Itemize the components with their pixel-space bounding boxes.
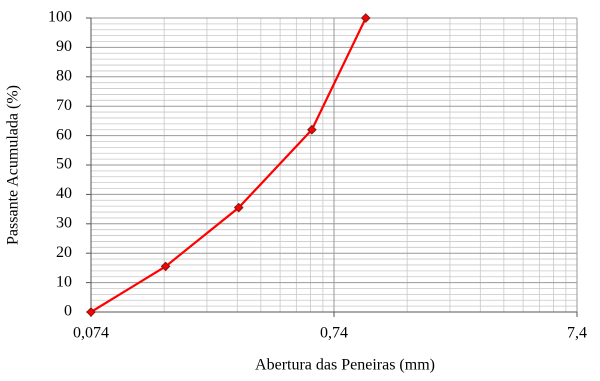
data-point xyxy=(307,124,317,135)
y-tick-label: 20 xyxy=(56,244,72,261)
data-point xyxy=(86,307,96,317)
y-tick-label: 70 xyxy=(56,97,72,114)
y-tick-label: 90 xyxy=(56,38,72,55)
y-tick-label: 40 xyxy=(56,185,72,202)
y-tick-label: 60 xyxy=(56,126,72,143)
y-tick-label: 50 xyxy=(56,156,72,173)
data-point xyxy=(160,261,171,272)
x-tick-label: 7,4 xyxy=(567,325,587,342)
y-tick-label: 10 xyxy=(56,273,72,290)
y-axis-label: Passante Acumulada (%) xyxy=(5,85,22,245)
y-tick-label: 30 xyxy=(56,214,72,231)
data-point xyxy=(360,13,371,23)
y-tick-label: 80 xyxy=(56,67,72,84)
x-axis-label: Abertura das Peneiras (mm) xyxy=(255,357,435,374)
x-tick-label: 0,74 xyxy=(320,325,348,342)
x-tick-label: 0,074 xyxy=(73,325,109,342)
y-tick-label: 0 xyxy=(64,303,72,320)
y-tick-label: 100 xyxy=(48,9,72,26)
data-point xyxy=(233,202,244,213)
